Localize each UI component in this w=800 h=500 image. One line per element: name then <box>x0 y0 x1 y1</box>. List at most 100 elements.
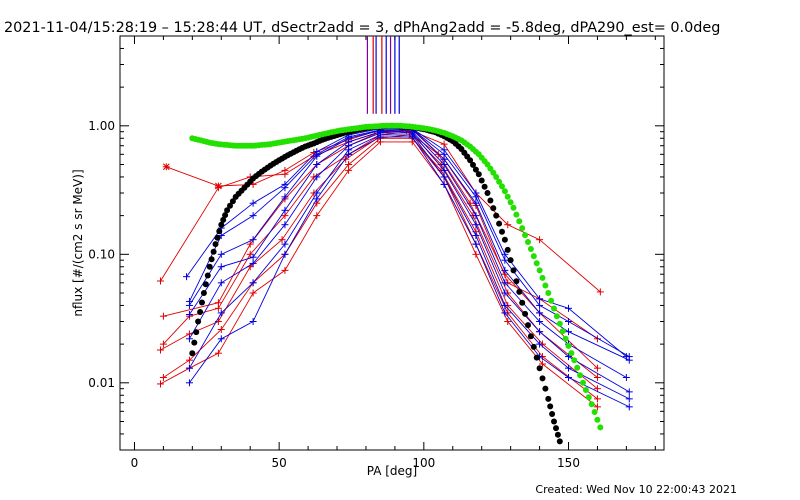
created-timestamp: Created: Wed Nov 10 22:00:43 2021 <box>535 483 737 496</box>
series-point <box>472 199 480 207</box>
black-curve-point <box>214 234 221 241</box>
green-curve-point <box>499 183 505 190</box>
series-point <box>625 403 633 411</box>
series-point <box>185 301 193 309</box>
series-point <box>281 240 289 248</box>
series-point <box>281 250 289 258</box>
black-curve-point <box>484 190 491 196</box>
black-curve-point <box>522 310 529 317</box>
series-point <box>246 250 254 258</box>
black-curve-point <box>554 431 561 438</box>
series-point <box>501 279 509 287</box>
series-point <box>162 163 170 171</box>
black-curve-point <box>549 411 556 417</box>
green-curve-point <box>487 165 494 172</box>
series-point <box>217 309 225 317</box>
series-point <box>214 304 222 312</box>
black-curve-point <box>539 375 546 382</box>
green-curve-point <box>571 357 578 364</box>
series-point <box>217 335 225 343</box>
green-curve-point <box>507 199 514 206</box>
black-curve-point <box>533 354 540 361</box>
black-curve-point <box>210 248 217 255</box>
series-point <box>536 236 544 244</box>
series-point <box>313 160 321 168</box>
series-point <box>157 380 165 388</box>
series-line <box>188 128 630 357</box>
y-tick-label: 0.01 <box>88 376 115 390</box>
series-point <box>565 353 573 361</box>
series-point <box>504 221 512 229</box>
black-curve-point <box>516 288 523 295</box>
black-curve-point <box>542 385 549 392</box>
green-curve-point <box>594 416 601 423</box>
green-curve-point <box>574 364 581 371</box>
green-curve-point <box>530 253 537 260</box>
series-point <box>376 133 384 141</box>
series-point <box>472 221 480 229</box>
series-point <box>536 340 544 348</box>
series-point <box>622 373 630 381</box>
black-curve-point <box>530 343 537 350</box>
series-point <box>440 160 448 168</box>
black-curve-point <box>206 263 213 270</box>
green-curve-point <box>504 193 511 200</box>
plot-frame <box>119 35 665 451</box>
series-point <box>281 170 289 178</box>
green-curve-point <box>493 174 500 180</box>
black-curve-point <box>467 157 474 164</box>
series-point <box>313 195 321 203</box>
data-series <box>157 125 633 411</box>
black-curve-point <box>475 171 482 178</box>
black-curve-point <box>218 221 225 228</box>
axis-ticks: 0 50 100 150 0.01 0.10 1.00 <box>88 35 664 470</box>
black-curve-point <box>216 228 223 235</box>
series-point <box>249 318 257 326</box>
series-point <box>185 379 193 387</box>
series-line <box>189 131 627 378</box>
series-point <box>593 364 601 372</box>
green-curve-point <box>539 274 546 281</box>
green-curve-point <box>542 282 549 289</box>
black-curve-point <box>501 236 508 243</box>
series-point <box>313 173 321 181</box>
series-point <box>246 240 254 248</box>
y-tick-label: 1.00 <box>88 119 115 133</box>
series-point <box>217 250 225 258</box>
series-line <box>189 129 630 361</box>
green-curve-point <box>559 328 566 335</box>
series-point <box>440 180 448 188</box>
black-curve-point <box>472 166 479 173</box>
series-point <box>159 373 167 381</box>
green-curve-point <box>490 169 497 176</box>
series-point <box>472 193 480 201</box>
series-point <box>472 240 480 248</box>
series-point <box>217 263 225 271</box>
x-tick-label: 50 <box>272 456 287 470</box>
black-curve-point <box>227 202 233 209</box>
black-curve-point <box>496 220 503 227</box>
series-point <box>536 309 544 317</box>
black-curve-point <box>204 272 211 279</box>
series-point <box>440 166 448 174</box>
series-point <box>593 373 601 381</box>
series-line <box>163 131 598 378</box>
series-point <box>501 301 509 309</box>
series-point <box>625 388 633 396</box>
black-curve-point <box>224 207 231 214</box>
series-point <box>214 184 222 192</box>
series-line <box>163 137 598 400</box>
series-point <box>565 328 573 336</box>
black-curve-point <box>551 418 557 425</box>
series-point <box>157 277 165 285</box>
series-point <box>565 373 573 381</box>
series-point <box>313 152 321 160</box>
series-point <box>472 212 480 220</box>
black-curve-point <box>478 177 485 184</box>
green-curve-point <box>545 290 552 296</box>
series-point <box>249 236 257 244</box>
series-point <box>625 395 633 403</box>
series-point <box>501 256 509 264</box>
series-point <box>536 328 544 336</box>
black-curve-point <box>191 339 198 346</box>
